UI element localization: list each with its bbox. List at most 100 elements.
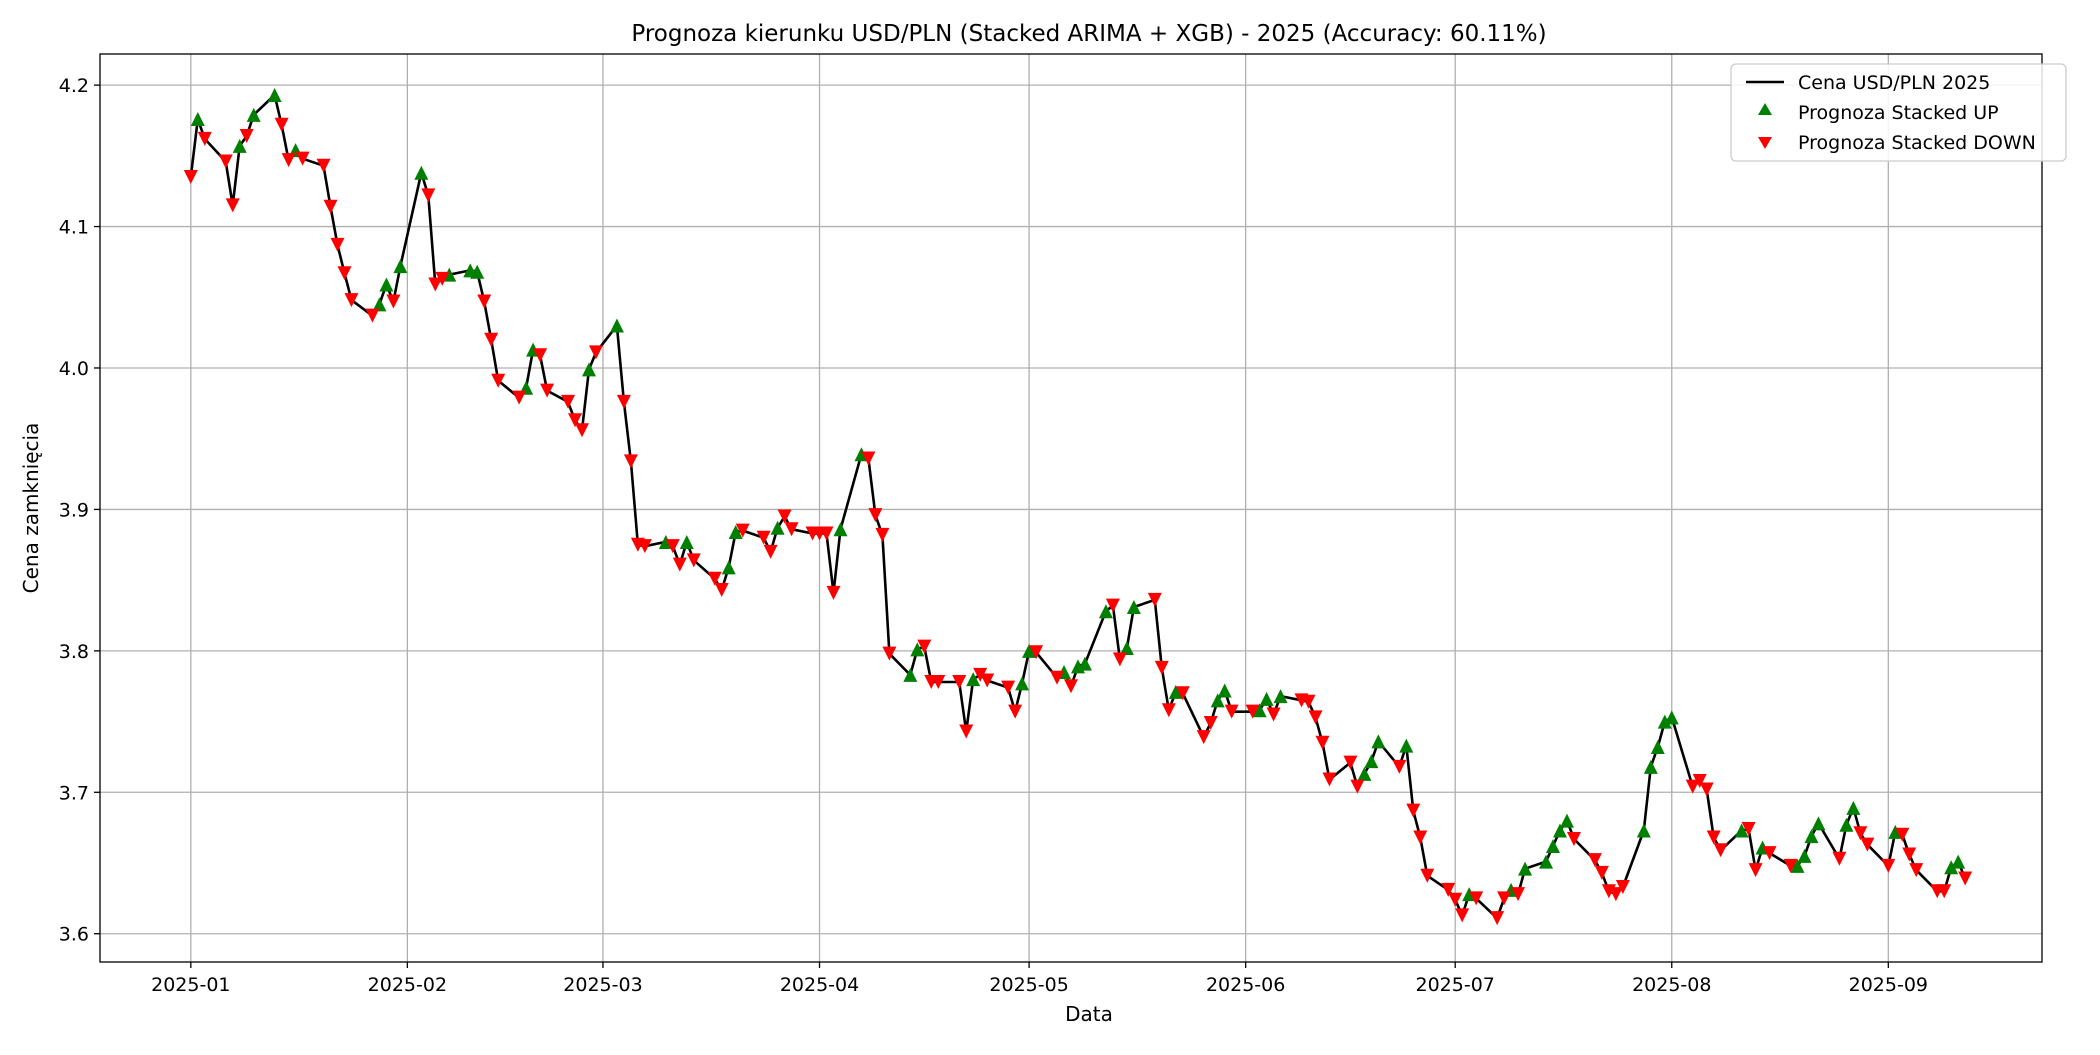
down-marker	[714, 583, 729, 598]
down-marker	[1343, 755, 1358, 770]
up-marker	[833, 522, 848, 537]
up-marker	[246, 107, 261, 122]
down-marker	[875, 527, 890, 542]
down-marker	[323, 199, 338, 214]
down-marker	[707, 571, 722, 586]
up-marker	[1559, 813, 1574, 828]
up-marker	[232, 138, 247, 153]
up-marker	[1846, 800, 1861, 815]
down-marker	[540, 383, 555, 398]
down-marker	[295, 151, 310, 166]
down-marker	[819, 526, 834, 541]
x-tick-label: 2025-03	[563, 974, 642, 996]
down-marker	[330, 237, 345, 252]
down-marker	[1448, 892, 1463, 907]
up-marker	[1664, 710, 1679, 725]
x-tick-label: 2025-07	[1416, 974, 1495, 996]
x-tick-label: 2025-06	[1206, 974, 1285, 996]
down-marker	[386, 294, 401, 309]
down-marker	[1308, 710, 1323, 725]
down-marker	[1441, 882, 1456, 897]
plot-frame	[99, 53, 2043, 963]
down-marker	[1315, 735, 1330, 750]
y-tick-label: 3.8	[59, 641, 89, 663]
down-marker	[1161, 703, 1176, 718]
up-marker	[1273, 689, 1288, 704]
up-marker	[1518, 861, 1533, 876]
up-marker	[393, 259, 408, 274]
down-marker	[1748, 863, 1763, 878]
down-marker	[959, 724, 974, 739]
legend-box	[1730, 63, 2067, 162]
down-marker	[1615, 880, 1630, 895]
down-marker	[512, 390, 527, 405]
down-marker	[344, 293, 359, 308]
down-marker	[218, 154, 233, 169]
down-marker	[1608, 887, 1623, 902]
up-marker	[1811, 816, 1826, 831]
down-marker	[1064, 679, 1078, 694]
down-marker	[1469, 891, 1484, 906]
down-marker	[952, 674, 967, 689]
down-marker	[1322, 772, 1337, 787]
down-marker	[197, 131, 212, 146]
x-axis-ticks: 2025-01 2025-02 2025-03 2025-04 2025-05 2025-…	[151, 962, 1928, 996]
down-marker	[274, 117, 289, 132]
up-marker	[1539, 854, 1554, 869]
x-tick-label: 2025-09	[1849, 974, 1928, 996]
down-marker	[1783, 858, 1798, 873]
down-marker	[826, 585, 841, 600]
down-marker	[1413, 830, 1428, 845]
grid-lines	[100, 54, 2042, 962]
down-marker	[1741, 822, 1756, 837]
y-tick-label: 4.2	[59, 75, 89, 97]
up-marker	[1734, 823, 1749, 838]
up-marker	[770, 520, 785, 535]
up-marker	[1252, 703, 1267, 718]
down-marker	[428, 277, 443, 292]
legend: Cena USD/PLN 2025 Prognoza Stacked UP Pr…	[1730, 63, 2067, 162]
down-marker	[365, 308, 380, 323]
down-marker	[337, 266, 352, 281]
down-marker	[1350, 779, 1365, 794]
down-marker	[931, 674, 946, 689]
up-marker	[379, 277, 394, 292]
y-tick-label: 3.9	[59, 499, 89, 521]
up-marker	[1951, 854, 1966, 869]
down-marker	[588, 345, 603, 360]
x-tick-label: 2025-01	[151, 974, 230, 996]
down-marker	[882, 646, 897, 661]
y-tick-label: 3.6	[59, 924, 89, 946]
up-marker	[1217, 683, 1232, 698]
down-marker	[1832, 851, 1847, 866]
down-marker	[477, 294, 492, 309]
up-marker	[581, 362, 596, 377]
up-marker	[1888, 824, 1903, 839]
down-marker	[1566, 831, 1581, 846]
down-marker	[1224, 704, 1239, 719]
legend-label-price: Cena USD/PLN 2025	[1798, 72, 1990, 94]
up-marker	[1944, 860, 1959, 875]
down-marker	[1001, 680, 1016, 695]
up-marker	[470, 264, 485, 279]
down-marker	[1713, 843, 1728, 858]
down-marker	[1175, 686, 1190, 701]
down-marker	[281, 153, 296, 168]
down-marker	[316, 158, 331, 173]
up-marker	[609, 318, 624, 333]
down-marker	[1105, 598, 1120, 613]
up-marker	[1022, 643, 1037, 658]
y-axis-label: Cena zamknięcia	[19, 423, 43, 594]
up-marker	[910, 642, 925, 657]
down-marker	[1420, 868, 1435, 883]
up-marker	[1552, 823, 1567, 838]
down-marker	[1154, 660, 1169, 675]
down-marker	[1692, 773, 1707, 788]
up-marker	[1119, 641, 1134, 656]
down-marker	[1245, 704, 1260, 719]
down-marker	[861, 451, 876, 466]
down-marker	[1902, 847, 1917, 862]
